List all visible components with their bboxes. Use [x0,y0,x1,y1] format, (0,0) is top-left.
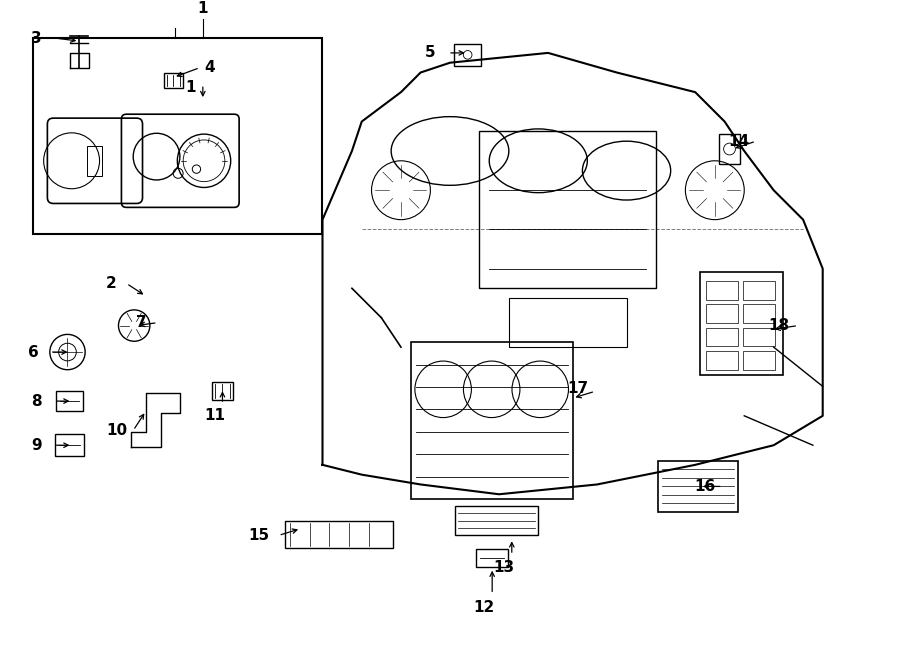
Text: 6: 6 [28,344,39,360]
Bar [454,44,482,65]
Bar [742,351,775,369]
Text: 10: 10 [106,423,127,438]
Bar [719,134,741,164]
Bar [33,38,322,235]
Bar [410,342,572,499]
Bar [742,281,775,300]
Text: 17: 17 [567,381,588,396]
Bar [164,73,184,88]
Bar [706,351,738,369]
Text: 18: 18 [768,318,789,333]
Bar [706,328,738,346]
Bar [55,434,85,456]
Bar [476,549,508,567]
Text: 1: 1 [184,80,195,95]
Text: 5: 5 [425,46,436,60]
Bar [742,328,775,346]
Bar [658,461,738,512]
Text: 3: 3 [31,30,41,46]
Text: 9: 9 [31,438,41,453]
Bar [86,146,102,176]
Text: 8: 8 [31,393,41,408]
Text: 13: 13 [493,561,515,575]
Text: 11: 11 [204,408,225,423]
Bar [508,298,626,347]
Bar [700,272,784,375]
Bar [285,521,393,548]
Bar [480,132,656,288]
Bar [742,305,775,323]
Text: 1: 1 [198,1,208,16]
Text: 14: 14 [729,134,750,149]
Text: 2: 2 [106,276,117,291]
Bar [706,305,738,323]
Text: 16: 16 [695,479,716,494]
Text: 4: 4 [204,60,215,75]
Bar [212,383,233,400]
Text: 15: 15 [248,528,269,543]
Bar [454,506,538,535]
Bar [56,391,83,411]
Text: 12: 12 [473,600,495,615]
Bar [706,281,738,300]
Text: 7: 7 [136,315,147,330]
